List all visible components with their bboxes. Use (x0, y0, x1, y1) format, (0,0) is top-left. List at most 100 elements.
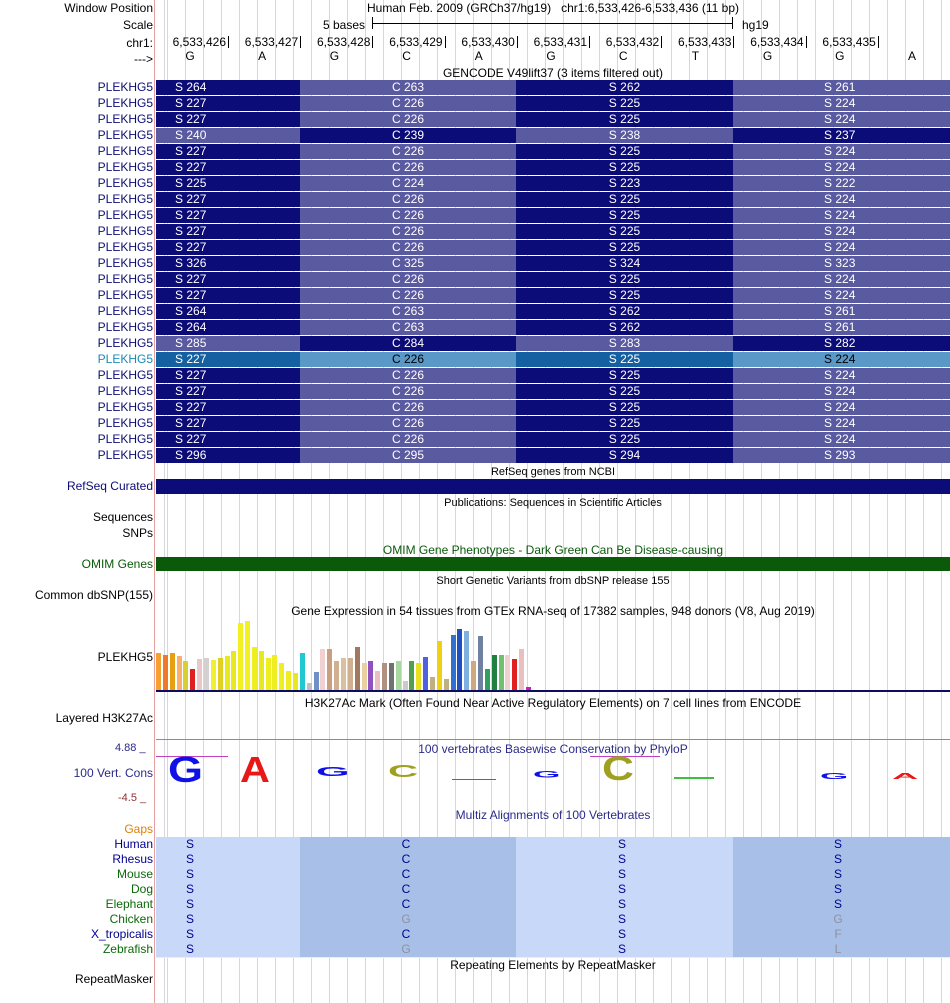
gencode-gene-label[interactable]: PLEKHG5 (97, 144, 153, 158)
gencode-track-title[interactable]: GENCODE V49lift37 (3 items filtered out) (442, 66, 664, 80)
gencode-exon-segment[interactable]: S 224 (733, 432, 950, 447)
gencode-gene-label[interactable]: PLEKHG5 (97, 272, 153, 286)
gtex-tissue-bar[interactable] (347, 658, 353, 691)
gencode-exon-segment[interactable]: S 225 (516, 288, 733, 303)
gencode-exon-segment[interactable]: S 225 (516, 192, 733, 207)
publications-track-title[interactable]: Publications: Sequences in Scientific Ar… (444, 497, 662, 509)
gencode-exon-segment[interactable]: S 225 (516, 224, 733, 239)
gtex-tissue-bar[interactable] (368, 661, 374, 691)
gencode-gene-label[interactable]: PLEKHG5 (97, 288, 153, 302)
gencode-gene-label[interactable]: PLEKHG5 (97, 208, 153, 222)
gencode-exon-segment[interactable]: C 226 (300, 416, 516, 431)
multiz-alignment-cell[interactable] (516, 942, 733, 958)
gencode-exon-segment[interactable]: S 225 (516, 400, 733, 415)
gtex-tissue-bar[interactable] (512, 659, 518, 691)
gencode-exon-segment[interactable]: S 227 (156, 384, 300, 399)
gtex-tissue-bar[interactable] (361, 663, 367, 691)
multiz-track-title[interactable]: Multiz Alignments of 100 Vertebrates (455, 808, 651, 822)
gencode-exon-segment[interactable]: S 227 (156, 96, 300, 111)
gencode-exon-segment[interactable]: S 223 (516, 176, 733, 191)
gencode-gene-label[interactable]: PLEKHG5 (97, 400, 153, 414)
gtex-tissue-bar[interactable] (388, 663, 394, 691)
gencode-exon-segment[interactable]: C 226 (300, 352, 516, 367)
gtex-tissue-bar[interactable] (402, 681, 408, 691)
gencode-exon-segment[interactable]: C 226 (300, 160, 516, 175)
gencode-exon-segment[interactable]: S 264 (156, 80, 300, 95)
gtex-tissue-bar[interactable] (519, 649, 525, 691)
gencode-exon-segment[interactable]: S 224 (733, 192, 950, 207)
gencode-exon-segment[interactable]: C 226 (300, 368, 516, 383)
gencode-exon-segment[interactable]: C 226 (300, 192, 516, 207)
dbsnp-track-label[interactable]: Common dbSNP(155) (34, 588, 153, 602)
gencode-exon-segment[interactable]: C 226 (300, 240, 516, 255)
h3k27ac-track-title[interactable]: H3K27Ac Mark (Often Found Near Active Re… (304, 696, 802, 710)
gencode-gene-label[interactable]: PLEKHG5 (97, 256, 153, 270)
gtex-tissue-bar[interactable] (224, 656, 230, 691)
multiz-species-label[interactable]: Rhesus (112, 852, 153, 866)
gencode-exon-segment[interactable]: C 325 (300, 256, 516, 271)
gtex-tissue-bar[interactable] (169, 653, 175, 691)
multiz-alignment-cell[interactable] (733, 942, 950, 958)
gtex-tissue-bar[interactable] (471, 661, 477, 691)
gencode-gene-label[interactable]: PLEKHG5 (97, 160, 153, 174)
gtex-tissue-bar[interactable] (258, 651, 264, 691)
gencode-exon-segment[interactable]: S 261 (733, 80, 950, 95)
gencode-exon-segment[interactable]: C 239 (300, 128, 516, 143)
gtex-tissue-bar[interactable] (430, 677, 435, 691)
gencode-exon-segment[interactable]: C 226 (300, 208, 516, 223)
gtex-tissue-bar[interactable] (210, 660, 216, 691)
gencode-exon-segment[interactable]: S 225 (516, 416, 733, 431)
gencode-exon-segment[interactable]: S 224 (733, 368, 950, 383)
gtex-tissue-bar[interactable] (299, 653, 305, 691)
multiz-alignment-cell[interactable] (156, 852, 300, 868)
gencode-exon-segment[interactable]: S 240 (156, 128, 300, 143)
multiz-species-label[interactable]: X_tropicalis (90, 927, 153, 941)
gtex-tissue-bar[interactable] (491, 655, 497, 691)
gencode-exon-segment[interactable]: C 226 (300, 112, 516, 127)
gencode-gene-label[interactable]: PLEKHG5 (97, 448, 153, 462)
gtex-tissue-bar[interactable] (162, 655, 168, 691)
gencode-exon-segment[interactable]: S 225 (516, 208, 733, 223)
gencode-exon-segment[interactable]: C 226 (300, 432, 516, 447)
refseq-track-title[interactable]: RefSeq genes from NCBI (490, 466, 616, 478)
gencode-exon-segment[interactable]: S 238 (516, 128, 733, 143)
gencode-gene-label[interactable]: PLEKHG5 (97, 80, 153, 94)
gencode-exon-segment[interactable]: S 282 (733, 336, 950, 351)
gencode-exon-segment[interactable]: C 226 (300, 288, 516, 303)
gtex-tissue-bar[interactable] (423, 657, 429, 691)
gtex-tissue-bar[interactable] (477, 636, 483, 691)
multiz-alignment-cell[interactable] (156, 942, 300, 958)
gencode-exon-segment[interactable]: S 227 (156, 112, 300, 127)
gencode-exon-segment[interactable]: S 227 (156, 240, 300, 255)
gencode-exon-segment[interactable]: C 226 (300, 144, 516, 159)
publications-sequences-label[interactable]: Sequences (92, 510, 153, 524)
gencode-exon-segment[interactable]: C 263 (300, 320, 516, 335)
gtex-tissue-bar[interactable] (457, 629, 463, 691)
gencode-exon-segment[interactable]: S 225 (516, 384, 733, 399)
multiz-species-label[interactable]: Mouse (116, 867, 153, 881)
gencode-exon-segment[interactable]: S 225 (516, 112, 733, 127)
multiz-alignment-cell[interactable] (300, 942, 516, 958)
gencode-exon-segment[interactable]: C 263 (300, 304, 516, 319)
multiz-species-label[interactable]: Zebrafish (102, 942, 153, 956)
gtex-tissue-bar[interactable] (443, 679, 449, 691)
gencode-exon-segment[interactable]: S 224 (733, 96, 950, 111)
gencode-exon-segment[interactable]: S 225 (156, 176, 300, 191)
gtex-tissue-bar[interactable] (484, 669, 490, 691)
gencode-exon-segment[interactable]: C 226 (300, 400, 516, 415)
gencode-gene-label[interactable]: PLEKHG5 (97, 192, 153, 206)
gencode-exon-segment[interactable]: S 225 (516, 368, 733, 383)
gtex-tissue-bar[interactable] (382, 663, 388, 691)
multiz-species-label[interactable]: Elephant (105, 897, 153, 911)
gtex-tissue-bar[interactable] (238, 623, 244, 691)
gtex-tissue-bar[interactable] (272, 655, 278, 691)
gencode-exon-segment[interactable]: C 226 (300, 96, 516, 111)
gtex-tissue-bar[interactable] (183, 661, 189, 691)
multiz-alignment-cell[interactable] (156, 912, 300, 928)
gtex-tissue-bar[interactable] (279, 663, 285, 691)
gtex-tissue-bar[interactable] (217, 658, 223, 691)
repeatmasker-track-title[interactable]: Repeating Elements by RepeatMasker (450, 958, 656, 972)
gencode-exon-segment[interactable]: S 222 (733, 176, 950, 191)
multiz-species-label[interactable]: Human (114, 837, 153, 851)
gencode-gene-label[interactable]: PLEKHG5 (97, 112, 153, 126)
